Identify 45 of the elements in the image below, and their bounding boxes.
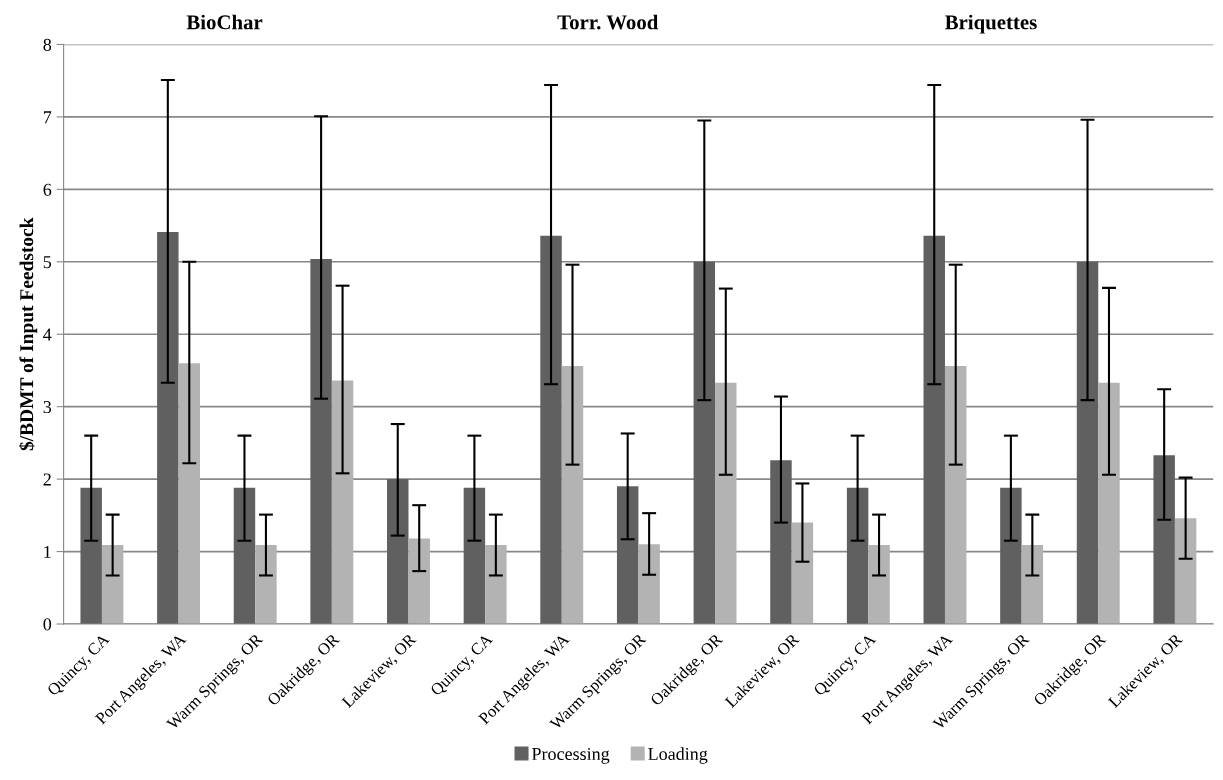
y-axis-title: $/BDMT of Input Feedstock [18, 217, 38, 451]
bar [1174, 518, 1197, 624]
bar [101, 545, 124, 624]
bar [157, 232, 179, 624]
bar [616, 486, 639, 624]
bar [1153, 455, 1175, 624]
bar [387, 479, 409, 624]
bar [715, 382, 737, 624]
bar [310, 258, 332, 624]
y-tick-label: 5 [43, 256, 52, 269]
bar [463, 487, 486, 624]
bar [1076, 261, 1099, 624]
bar [1021, 545, 1044, 624]
y-tick-label: 3 [43, 400, 52, 414]
bar [80, 487, 102, 624]
y-tick-label: 1 [44, 545, 51, 558]
text: Briquettes [945, 14, 1037, 34]
legend-label: Loading [648, 747, 708, 764]
bar [485, 545, 507, 624]
bar [178, 363, 201, 624]
bar [1098, 382, 1120, 624]
bar [770, 460, 792, 624]
bar [408, 538, 430, 624]
bar [233, 487, 256, 624]
y-tick-label: 7 [43, 111, 52, 124]
y-tick-label: 8 [43, 38, 52, 51]
text: Torr. Wood [557, 14, 659, 30]
bar [693, 261, 716, 624]
bar [868, 545, 890, 624]
bar [923, 235, 945, 624]
y-tick-label: 4 [43, 328, 52, 341]
y-tick-label: 2 [43, 473, 51, 486]
bar [791, 522, 814, 624]
bar [846, 487, 869, 624]
y-tick-label: 6 [43, 183, 52, 196]
y-tick-label: 0 [43, 618, 52, 631]
text: BioChar [186, 14, 263, 30]
bar [255, 545, 277, 624]
bar [944, 366, 967, 624]
bar [331, 380, 354, 624]
legend-label: Processing [531, 747, 610, 764]
bar [1000, 487, 1022, 624]
bar [638, 544, 660, 624]
bar [540, 235, 562, 624]
bar [561, 366, 584, 624]
